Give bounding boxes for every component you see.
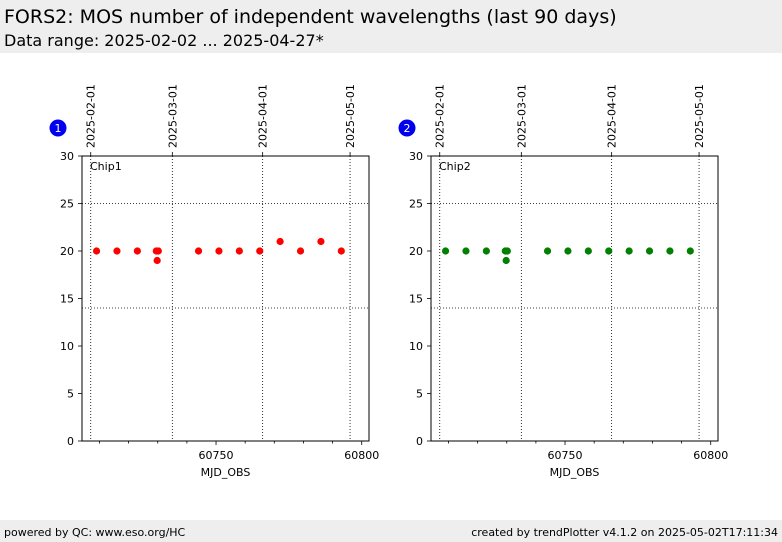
data-point [215,247,223,255]
y-tick-label: 5 [67,388,74,401]
footer-bar: powered by QC: www.eso.org/HC created by… [0,520,782,542]
data-point [666,247,674,255]
data-point [441,247,450,255]
x-axis-label: MJD_OBS [201,466,251,479]
data-point [605,247,613,255]
data-point [154,247,162,255]
panel-label: Chip2 [439,160,471,173]
top-date-label: 2025-03-01 [515,84,528,148]
data-point [543,247,552,255]
top-date-label: 2025-04-01 [257,84,270,148]
y-tick-label: 15 [409,293,423,306]
header-bar: FORS2: MOS number of independent wavelen… [0,0,782,53]
panel-badge [398,119,416,137]
chart-panel-2: 2025-02-01 2025-03-01 2025-04-01 2025-05-01… [398,84,728,479]
data-point [502,256,510,265]
footer-created: created by trendPlotter v4.1.2 on 2025-0… [471,526,778,539]
data-point [256,247,264,255]
data-point [276,237,284,246]
panel-label: Chip1 [90,160,122,173]
y-tick-label: 30 [60,150,74,163]
panel-badge [49,119,67,137]
data-point [153,256,161,265]
x-axis-label: MJD_OBS [550,466,600,479]
y-tick-label: 0 [416,435,423,448]
plot-frame [430,155,719,442]
data-point [564,247,572,255]
data-point [337,247,345,255]
data-point [317,237,325,246]
y-tick-label: 20 [409,245,423,258]
footer-credit: powered by QC: www.eso.org/HC [4,526,186,539]
data-point [584,247,592,255]
data-point [645,247,654,255]
top-date-label: 2025-02-01 [85,84,98,148]
y-tick-label: 25 [60,198,74,211]
y-tick-label: 25 [409,198,423,211]
top-date-label: 2025-02-01 [434,84,447,148]
data-point [235,247,243,255]
top-date-label: 2025-05-01 [344,84,357,148]
panel-badge-number: 1 [55,122,62,135]
data-point [625,247,633,255]
chart-panel-1: 2025-02-01 2025-03-01 2025-04-01 2025-05-01… [49,84,379,479]
top-date-label: 2025-05-01 [693,84,706,148]
y-tick-label: 10 [409,340,423,353]
page-title: FORS2: MOS number of independent wavelen… [4,6,617,28]
top-date-label: 2025-03-01 [166,84,179,148]
page-subtitle: Data range: 2025-02-02 ... 2025-04-27* [4,31,324,50]
data-point [686,247,694,255]
y-tick-label: 5 [416,388,423,401]
data-point [296,247,305,255]
y-tick-label: 30 [409,150,423,163]
data-point [133,247,141,255]
data-point [113,247,121,255]
panel-badge-number: 2 [404,122,411,135]
data-point [92,247,101,255]
data-point [482,247,490,255]
y-tick-label: 0 [67,435,74,448]
y-tick-label: 10 [60,340,74,353]
x-tick-label: 60750 [548,449,583,462]
x-tick-label: 60800 [693,449,728,462]
top-date-label: 2025-04-01 [606,84,619,148]
data-point [194,247,203,255]
x-tick-label: 60800 [344,449,379,462]
data-point [462,247,470,255]
x-tick-label: 60750 [199,449,234,462]
plot-frame [81,155,370,442]
y-tick-label: 15 [60,293,74,306]
data-point [503,247,511,255]
y-tick-label: 20 [60,245,74,258]
